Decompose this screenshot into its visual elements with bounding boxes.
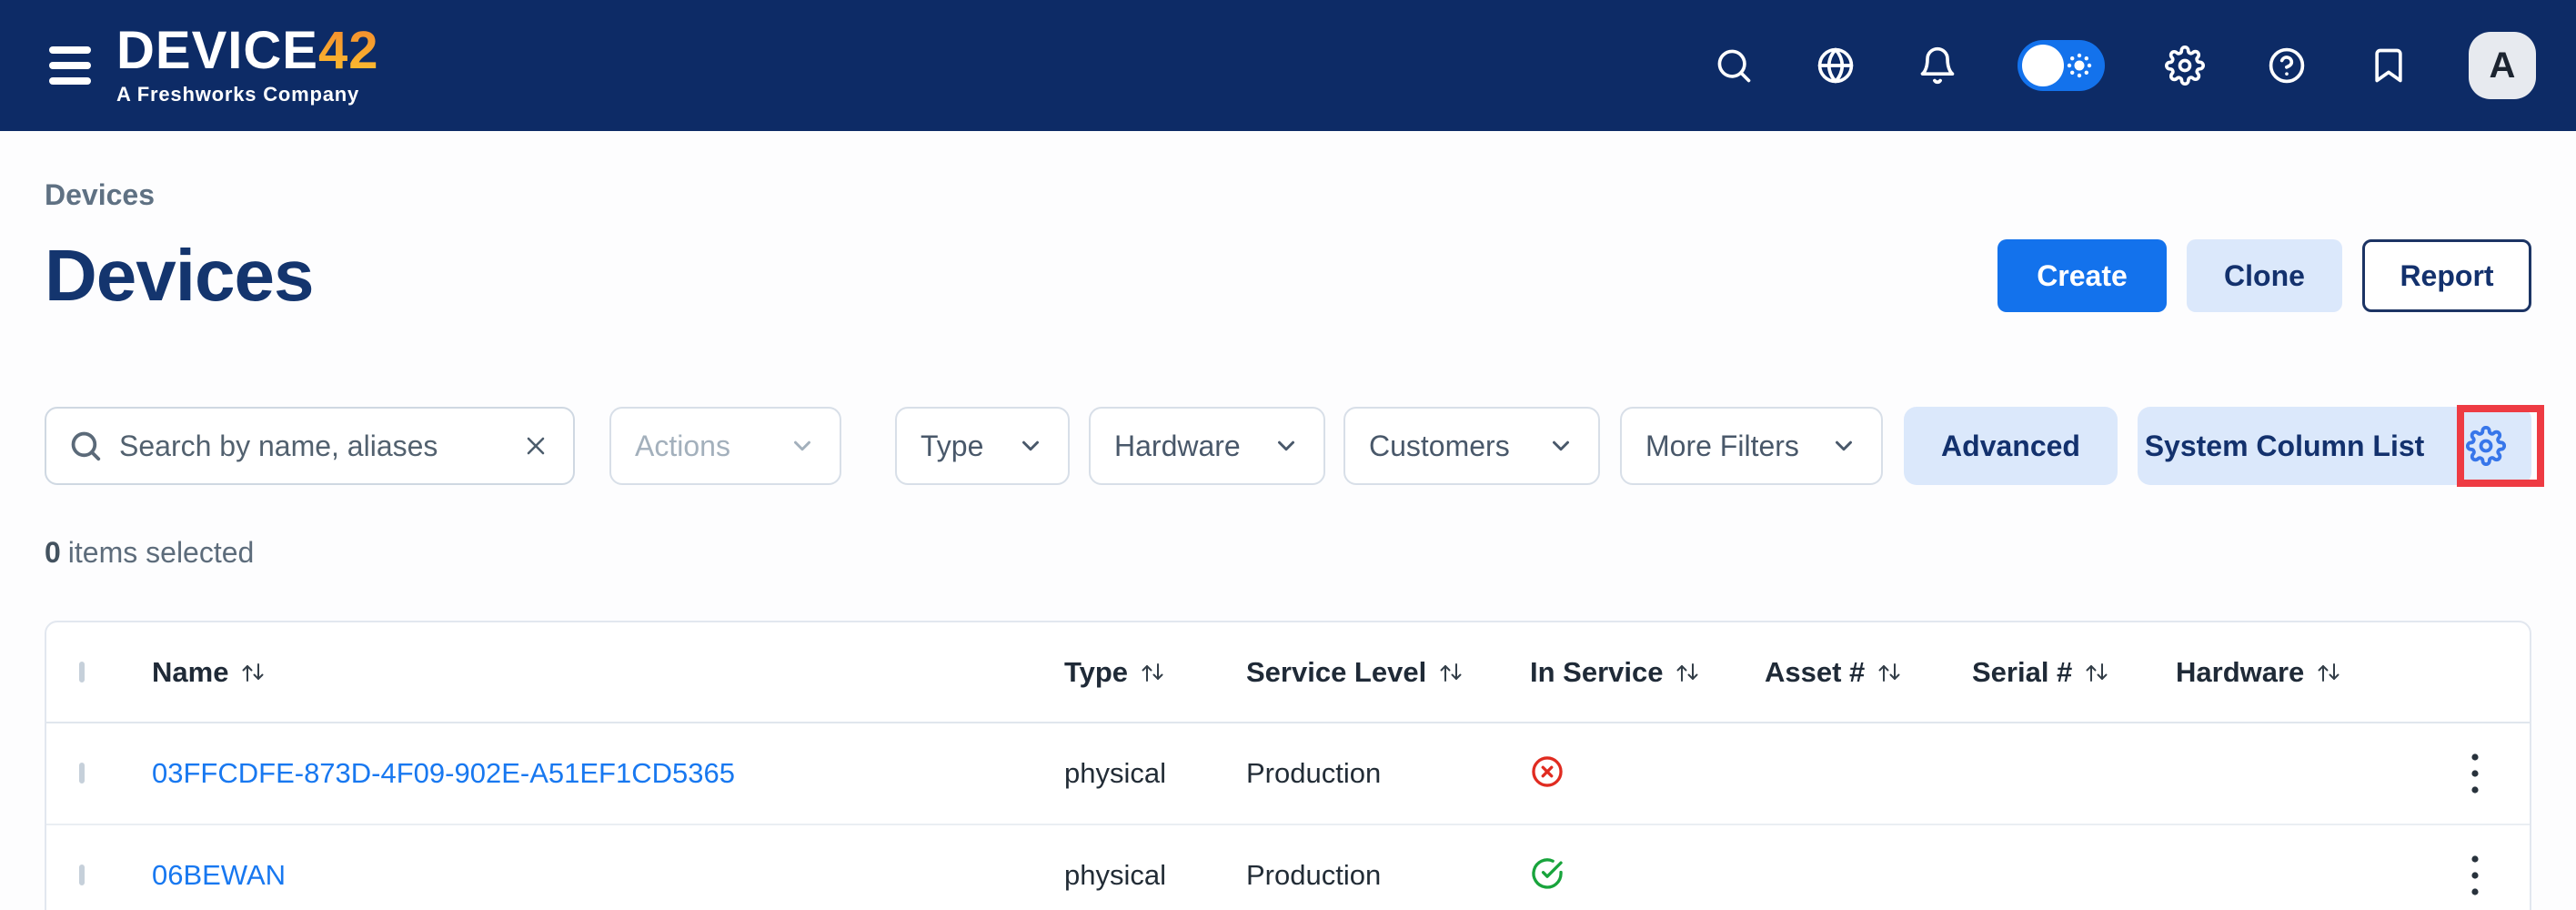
help-icon[interactable]	[2265, 44, 2309, 87]
column-header-name[interactable]: Name	[152, 656, 1064, 689]
advanced-button-label: Advanced	[1941, 429, 2080, 462]
chevron-down-icon	[1278, 440, 1294, 451]
page-action-buttons: Create Clone Report	[1997, 239, 2531, 312]
device-type-cell: physical	[1064, 859, 1166, 891]
customers-filter-label: Customers	[1369, 429, 1510, 462]
column-header-service-level[interactable]: Service Level	[1246, 656, 1530, 689]
search-icon[interactable]	[1712, 44, 1756, 87]
clone-button[interactable]: Clone	[2187, 239, 2342, 312]
table-row: 06BEWAN physical Production	[46, 825, 2530, 910]
clear-search-icon[interactable]	[520, 430, 551, 461]
main-content: Devices Devices Create Clone Report Acti…	[0, 178, 2576, 910]
settings-gear-icon[interactable]	[2163, 44, 2207, 87]
select-all-checkbox[interactable]	[79, 661, 85, 682]
chevron-down-icon	[1553, 440, 1569, 451]
title-row: Devices Create Clone Report	[45, 234, 2531, 318]
breadcrumb[interactable]: Devices	[45, 178, 155, 211]
selection-status: 0 items selected	[45, 536, 2531, 570]
actions-dropdown[interactable]: Actions	[609, 407, 841, 485]
globe-icon[interactable]	[1814, 44, 1857, 87]
sort-icon[interactable]	[1139, 659, 1166, 686]
service-level-cell: Production	[1246, 859, 1382, 891]
row-menu-kebab-icon[interactable]	[2453, 746, 2497, 801]
notifications-bell-icon[interactable]	[1916, 44, 1959, 87]
type-filter-label: Type	[921, 429, 984, 462]
user-avatar[interactable]: A	[2469, 32, 2536, 99]
not-in-service-icon	[1530, 755, 1565, 793]
logo-text: DEVICE42	[116, 21, 379, 80]
device42-logo[interactable]: DEVICE42 A Freshworks Company	[116, 25, 378, 106]
logo-subtitle: A Freshworks Company	[116, 83, 360, 106]
chevron-down-icon	[1836, 440, 1852, 451]
chevron-down-icon	[1022, 440, 1039, 451]
column-header-hardware[interactable]: Hardware	[2176, 656, 2406, 689]
filter-toolbar: Actions Type Hardware Customers More Fil…	[45, 405, 2544, 487]
sun-icon	[2067, 53, 2092, 78]
table-header-row: Name Type Service Level In Service Asset…	[46, 622, 2530, 723]
actions-dropdown-label: Actions	[635, 429, 730, 462]
column-header-in-service[interactable]: In Service	[1530, 656, 1765, 689]
sort-icon[interactable]	[1876, 659, 1903, 686]
more-filters-dropdown[interactable]: More Filters	[1620, 407, 1883, 485]
create-button[interactable]: Create	[1997, 239, 2167, 312]
table-row: 03FFCDFE-873D-4F09-902E-A51EF1CD5365 phy…	[46, 723, 2530, 825]
sort-icon[interactable]	[1437, 659, 1464, 686]
devices-table: Name Type Service Level In Service Asset…	[45, 621, 2531, 910]
search-input[interactable]	[119, 429, 504, 463]
selection-count: 0	[45, 536, 61, 569]
sort-icon[interactable]	[239, 659, 267, 686]
theme-toggle[interactable]	[2018, 40, 2105, 91]
avatar-letter: A	[2489, 45, 2516, 86]
advanced-button[interactable]: Advanced	[1904, 407, 2118, 485]
chevron-down-icon	[794, 440, 810, 451]
customers-filter-dropdown[interactable]: Customers	[1343, 407, 1600, 485]
bookmark-icon[interactable]	[2367, 44, 2410, 87]
hardware-filter-dropdown[interactable]: Hardware	[1089, 407, 1325, 485]
service-level-cell: Production	[1246, 757, 1382, 789]
report-button[interactable]: Report	[2362, 239, 2531, 312]
type-filter-dropdown[interactable]: Type	[895, 407, 1070, 485]
in-service-icon	[1530, 857, 1565, 895]
device-type-cell: physical	[1064, 757, 1166, 789]
device-name-link[interactable]: 03FFCDFE-873D-4F09-902E-A51EF1CD5365	[152, 757, 735, 789]
more-filters-label: More Filters	[1645, 429, 1799, 462]
topbar-icons: A	[1712, 32, 2536, 99]
row-checkbox[interactable]	[79, 763, 85, 784]
selection-label: items selected	[67, 536, 255, 569]
page-title: Devices	[45, 235, 314, 316]
column-header-asset-num[interactable]: Asset #	[1765, 656, 1972, 689]
sort-icon[interactable]	[2315, 659, 2342, 686]
sort-icon[interactable]	[1674, 659, 1701, 686]
column-header-serial-num[interactable]: Serial #	[1972, 656, 2176, 689]
column-header-type[interactable]: Type	[1064, 656, 1246, 689]
search-icon	[71, 431, 101, 461]
column-settings-gear-icon[interactable]	[2465, 425, 2507, 467]
sort-icon[interactable]	[2083, 659, 2110, 686]
search-box[interactable]	[45, 407, 575, 485]
row-checkbox[interactable]	[79, 864, 85, 885]
hardware-filter-label: Hardware	[1114, 429, 1241, 462]
row-menu-kebab-icon[interactable]	[2453, 848, 2497, 903]
system-column-list-label: System Column List	[2144, 429, 2425, 462]
top-navigation-bar: DEVICE42 A Freshworks Company	[0, 0, 2576, 131]
hamburger-menu-icon[interactable]	[49, 46, 91, 85]
toggle-knob	[2022, 45, 2064, 86]
system-column-list-button[interactable]: System Column List	[2138, 405, 2544, 487]
device-name-link[interactable]: 06BEWAN	[152, 859, 287, 891]
